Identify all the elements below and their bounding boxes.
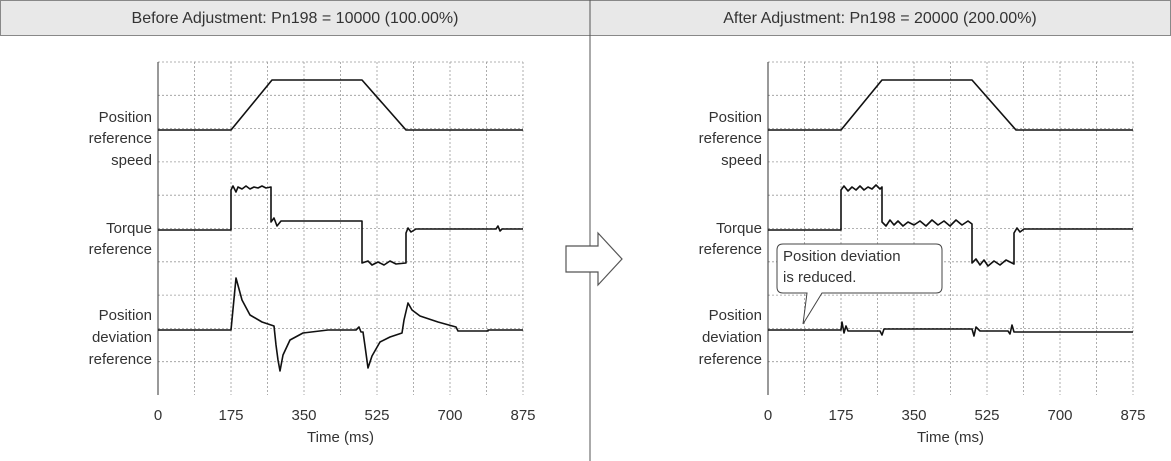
x-tick-label: 0 <box>154 407 162 424</box>
panels: Before Adjustment: Pn198 = 10000 (100.00… <box>89 10 1146 446</box>
callout-box <box>776 243 943 325</box>
waveform <box>768 79 1133 131</box>
x-tick-label: 875 <box>1120 407 1145 424</box>
arrow <box>565 231 623 287</box>
waveform <box>158 277 523 372</box>
x-tick-label: 700 <box>437 407 462 424</box>
callout-text: is reduced. <box>783 269 856 286</box>
waveform <box>768 184 1133 267</box>
panel-title: Before Adjustment: Pn198 = 10000 (100.00… <box>132 10 459 27</box>
x-tick-label: 350 <box>901 407 926 424</box>
plot <box>767 61 1134 395</box>
x-tick-label: 175 <box>218 407 243 424</box>
x-axis-label: Time (ms) <box>917 429 984 446</box>
row-label: deviation <box>92 329 152 346</box>
row-label: reference <box>699 351 762 368</box>
waveform <box>768 321 1133 337</box>
row-label: Torque <box>106 220 152 237</box>
row-label: Torque <box>716 220 762 237</box>
row-label: Position <box>709 307 762 324</box>
row-label: deviation <box>702 329 762 346</box>
x-tick-label: 525 <box>364 407 389 424</box>
header-bar <box>0 0 1171 36</box>
waveform <box>158 185 523 266</box>
x-tick-label: 525 <box>974 407 999 424</box>
row-label: Position <box>99 307 152 324</box>
row-label: Position <box>709 109 762 126</box>
plot <box>157 61 524 395</box>
row-label: reference <box>89 130 152 147</box>
panel-title: After Adjustment: Pn198 = 20000 (200.00%… <box>723 10 1037 27</box>
row-label: reference <box>699 241 762 258</box>
row-label: reference <box>89 241 152 258</box>
row-label: speed <box>111 152 152 169</box>
x-tick-label: 175 <box>828 407 853 424</box>
x-tick-label: 0 <box>764 407 772 424</box>
x-tick-label: 875 <box>510 407 535 424</box>
x-axis-label: Time (ms) <box>307 429 374 446</box>
x-tick-label: 350 <box>291 407 316 424</box>
row-label: Position <box>99 109 152 126</box>
waveform <box>158 79 523 131</box>
row-label: speed <box>721 152 762 169</box>
x-tick-label: 700 <box>1047 407 1072 424</box>
row-label: reference <box>699 130 762 147</box>
row-label: reference <box>89 351 152 368</box>
callout-text: Position deviation <box>783 248 901 265</box>
